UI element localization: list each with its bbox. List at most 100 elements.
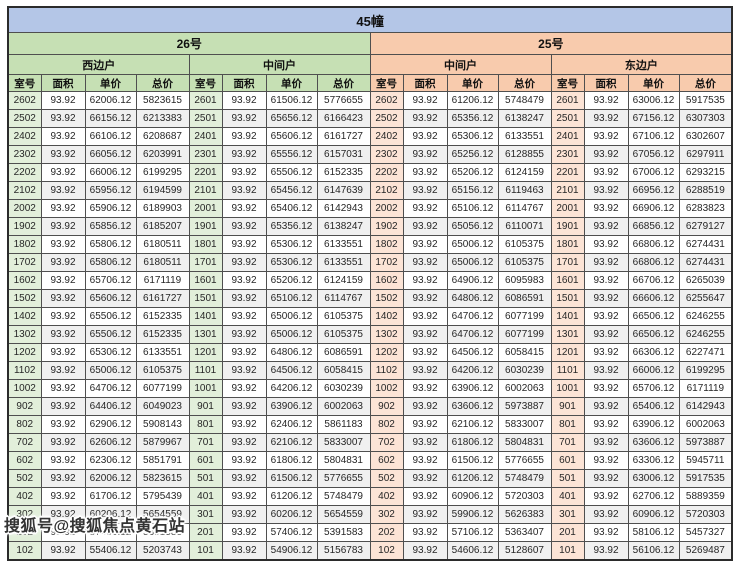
table-row: 1602 93.92 65706.12 6171119 1601 93.92 65206.1… bbox=[7, 271, 733, 290]
cell: 6105375 bbox=[135, 361, 190, 380]
table-row: 2202 93.92 66006.12 6199295 2201 93.92 65506.1… bbox=[7, 163, 733, 182]
cell: 64206.12 bbox=[265, 379, 318, 398]
column-header: 面积 bbox=[40, 74, 86, 92]
room-cell: 2401 bbox=[550, 127, 585, 146]
cell: 67056.12 bbox=[627, 145, 680, 164]
cell: 65306.12 bbox=[446, 127, 499, 146]
room-cell: 2302 bbox=[7, 145, 42, 164]
cell: 65106.12 bbox=[446, 199, 499, 218]
cell: 5861183 bbox=[316, 415, 371, 434]
room-cell: 1202 bbox=[7, 343, 42, 362]
cell: 93.92 bbox=[40, 145, 86, 164]
cell: 66156.12 bbox=[84, 109, 137, 128]
room-cell: 701 bbox=[188, 433, 223, 452]
room-cell: 1802 bbox=[7, 235, 42, 254]
cell: 6152335 bbox=[135, 325, 190, 344]
cell: 93.92 bbox=[402, 199, 448, 218]
cell: 6086591 bbox=[316, 343, 371, 362]
cell: 6199295 bbox=[678, 361, 733, 380]
cell: 61206.12 bbox=[265, 487, 318, 506]
room-cell: 1902 bbox=[7, 217, 42, 236]
cell: 66006.12 bbox=[84, 163, 137, 182]
cell: 57406.12 bbox=[265, 523, 318, 542]
cell: 93.92 bbox=[40, 307, 86, 326]
room-cell: 402 bbox=[7, 487, 42, 506]
room-cell: 101 bbox=[188, 541, 223, 561]
cell: 5391583 bbox=[135, 523, 190, 542]
cell: 93.92 bbox=[583, 289, 629, 308]
column-header: 单价 bbox=[446, 74, 499, 92]
cell: 93.92 bbox=[40, 253, 86, 272]
cell: 93.92 bbox=[40, 469, 86, 488]
cell: 93.92 bbox=[40, 505, 86, 524]
cell: 93.92 bbox=[402, 307, 448, 326]
cell: 93.92 bbox=[221, 163, 267, 182]
cell: 66506.12 bbox=[627, 325, 680, 344]
cell: 66006.12 bbox=[627, 361, 680, 380]
room-cell: 2002 bbox=[7, 199, 42, 218]
room-cell: 201 bbox=[188, 523, 223, 542]
room-cell: 1901 bbox=[188, 217, 223, 236]
cell: 65506.12 bbox=[84, 307, 137, 326]
cell: 6265039 bbox=[678, 271, 733, 290]
cell: 65856.12 bbox=[84, 217, 137, 236]
cell: 5908143 bbox=[135, 415, 190, 434]
cell: 63906.12 bbox=[446, 379, 499, 398]
room-cell: 1401 bbox=[188, 307, 223, 326]
cell: 93.92 bbox=[40, 271, 86, 290]
cell: 65706.12 bbox=[84, 271, 137, 290]
room-cell: 2601 bbox=[550, 91, 585, 110]
cell: 65356.12 bbox=[446, 109, 499, 128]
cell: 93.92 bbox=[40, 397, 86, 416]
column-header: 总价 bbox=[316, 74, 371, 92]
cell: 66906.12 bbox=[627, 199, 680, 218]
cell: 93.92 bbox=[40, 235, 86, 254]
table-row: 1802 93.92 65806.12 6180511 1801 93.92 65306.1… bbox=[7, 235, 733, 254]
room-cell: 2502 bbox=[369, 109, 404, 128]
room-cell: 201 bbox=[550, 523, 585, 542]
room-cell: 1401 bbox=[550, 307, 585, 326]
room-cell: 1501 bbox=[550, 289, 585, 308]
cell: 5457327 bbox=[678, 523, 733, 542]
room-cell: 1301 bbox=[188, 325, 223, 344]
cell: 58106.12 bbox=[627, 523, 680, 542]
cell: 93.92 bbox=[221, 397, 267, 416]
cell: 5156783 bbox=[316, 541, 371, 561]
room-cell: 1201 bbox=[188, 343, 223, 362]
room-cell: 2201 bbox=[188, 163, 223, 182]
room-cell: 702 bbox=[369, 433, 404, 452]
cell: 6171119 bbox=[135, 271, 190, 290]
cell: 6166423 bbox=[316, 109, 371, 128]
cell: 6157031 bbox=[316, 145, 371, 164]
cell: 5391583 bbox=[316, 523, 371, 542]
room-cell: 1101 bbox=[188, 361, 223, 380]
cell: 62606.12 bbox=[84, 433, 137, 452]
cell: 93.92 bbox=[221, 217, 267, 236]
cell: 6058415 bbox=[316, 361, 371, 380]
cell: 59906.12 bbox=[446, 505, 499, 524]
cell: 93.92 bbox=[583, 91, 629, 110]
column-header: 单价 bbox=[265, 74, 318, 92]
page-title: 45幢 bbox=[7, 6, 733, 33]
room-cell: 2001 bbox=[188, 199, 223, 218]
cell: 6227471 bbox=[678, 343, 733, 362]
cell: 93.92 bbox=[402, 343, 448, 362]
cell: 93.92 bbox=[402, 109, 448, 128]
section-header-middle-25: 中间户 bbox=[369, 54, 552, 75]
cell: 6110071 bbox=[497, 217, 552, 236]
cell: 65206.12 bbox=[446, 163, 499, 182]
cell: 6203991 bbox=[135, 145, 190, 164]
table-row: 2502 93.92 66156.12 6213383 2501 93.92 65656.1… bbox=[7, 109, 733, 128]
cell: 60906.12 bbox=[627, 505, 680, 524]
room-cell: 902 bbox=[7, 397, 42, 416]
cell: 64806.12 bbox=[446, 289, 499, 308]
cell: 64206.12 bbox=[446, 361, 499, 380]
cell: 61206.12 bbox=[446, 91, 499, 110]
cell: 65006.12 bbox=[265, 325, 318, 344]
cell: 93.92 bbox=[583, 505, 629, 524]
cell: 60906.12 bbox=[446, 487, 499, 506]
room-cell: 401 bbox=[188, 487, 223, 506]
cell: 93.92 bbox=[402, 451, 448, 470]
cell: 5748479 bbox=[497, 469, 552, 488]
cell: 93.92 bbox=[402, 253, 448, 272]
